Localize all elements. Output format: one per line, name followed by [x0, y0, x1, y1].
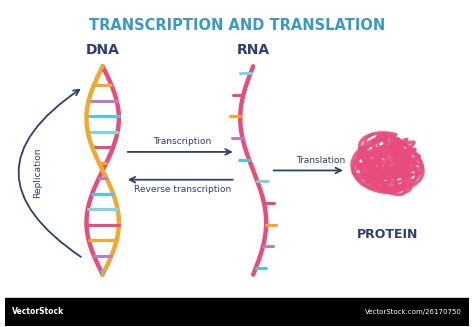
Bar — [5, 298, 469, 326]
Text: DNA: DNA — [86, 43, 119, 57]
Text: Replication: Replication — [33, 147, 42, 198]
Text: VectorStock.com/26170750: VectorStock.com/26170750 — [365, 309, 462, 315]
Text: RNA: RNA — [237, 43, 270, 57]
Text: Reverse transcription: Reverse transcription — [134, 185, 231, 194]
Text: TRANSCRIPTION AND TRANSLATION: TRANSCRIPTION AND TRANSLATION — [89, 18, 385, 33]
Text: PROTEIN: PROTEIN — [357, 228, 418, 241]
Text: Translation: Translation — [296, 156, 345, 165]
Text: Transcription: Transcription — [154, 137, 212, 146]
Text: VectorStock: VectorStock — [12, 307, 64, 316]
